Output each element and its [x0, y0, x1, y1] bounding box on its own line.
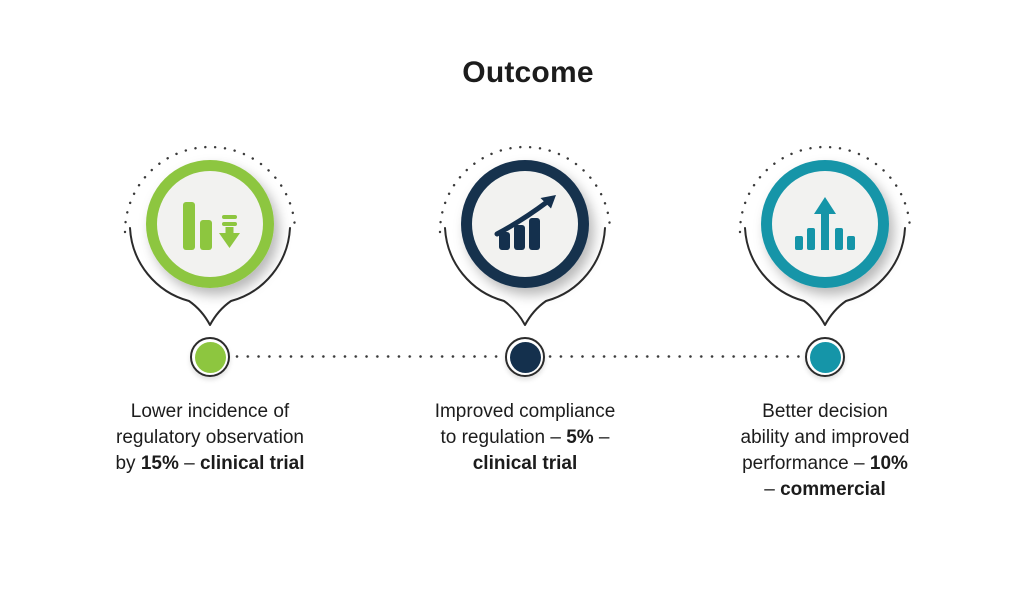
caption-segment: – — [178, 453, 200, 474]
timeline-dot-core-2 — [509, 341, 541, 373]
caption-segment: regulatory observation — [116, 427, 304, 448]
timeline-dot-2 — [505, 337, 545, 377]
caption-line: clinical trial — [385, 451, 665, 477]
caption-line: ability and improved — [685, 425, 965, 451]
dotted-arc — [438, 145, 612, 234]
caption-segment: Improved compliance — [434, 401, 616, 422]
outcome-item-1: Lower incidence of regulatory observatio… — [70, 0, 350, 608]
caption-line: regulatory observation — [70, 425, 350, 451]
circle-inner — [472, 171, 578, 277]
caption-segment: 5% — [566, 427, 594, 448]
caption-segment: ability and improved — [740, 427, 910, 448]
timeline-dot-1 — [190, 337, 230, 377]
caption-segment: Better decision — [762, 401, 888, 422]
pointer-tail-outline — [444, 227, 606, 326]
caption-segment: to regulation – — [440, 427, 567, 448]
pointer-tail-outline — [129, 227, 291, 326]
caption-line: Better decision — [685, 399, 965, 425]
caption-segment: clinical trial — [199, 453, 305, 474]
caption-line: Improved compliance — [385, 399, 665, 425]
bubble-graphic-2 — [438, 145, 612, 326]
bar-chart-decline-down-arrow-icon — [183, 202, 240, 250]
caption-segment: clinical trial — [472, 453, 578, 474]
dotted-arc — [738, 145, 912, 234]
caption-segment: commercial — [780, 479, 886, 500]
dotted-arc — [123, 145, 297, 234]
timeline-dot-core-3 — [809, 341, 841, 373]
caption-line: – commercial — [685, 477, 965, 503]
caption-line: to regulation – 5% – — [385, 425, 665, 451]
timeline-dot-3 — [805, 337, 845, 377]
caption-segment: by — [115, 453, 141, 474]
bar-chart-up-arrow-icon — [795, 197, 855, 250]
bubble-graphic-1 — [123, 145, 297, 326]
caption-segment: – — [593, 427, 610, 448]
caption-segment: 10% — [869, 453, 908, 474]
caption-segment: 15% — [140, 453, 179, 474]
page-title: Outcome — [462, 56, 594, 89]
outcome-item-2: Improved compliance to regulation – 5% –… — [385, 0, 665, 608]
growth-trend-up-arrow-icon — [494, 195, 556, 250]
caption-line: Lower incidence of — [70, 399, 350, 425]
outcome-item-3: Better decision ability and improved per… — [685, 0, 965, 608]
caption-segment: Lower incidence of — [130, 401, 290, 422]
item-caption-2: Improved compliance to regulation – 5% –… — [385, 399, 665, 477]
bubble-graphic-3 — [738, 145, 912, 326]
item-caption-3: Better decision ability and improved per… — [685, 399, 965, 503]
caption-line: by 15% – clinical trial — [70, 451, 350, 477]
caption-segment: performance – — [742, 453, 870, 474]
timeline-dot-core-1 — [194, 341, 226, 373]
pointer-tail-outline — [744, 227, 906, 326]
caption-line: performance – 10% — [685, 451, 965, 477]
item-caption-1: Lower incidence of regulatory observatio… — [70, 399, 350, 477]
caption-segment: – — [764, 479, 781, 500]
